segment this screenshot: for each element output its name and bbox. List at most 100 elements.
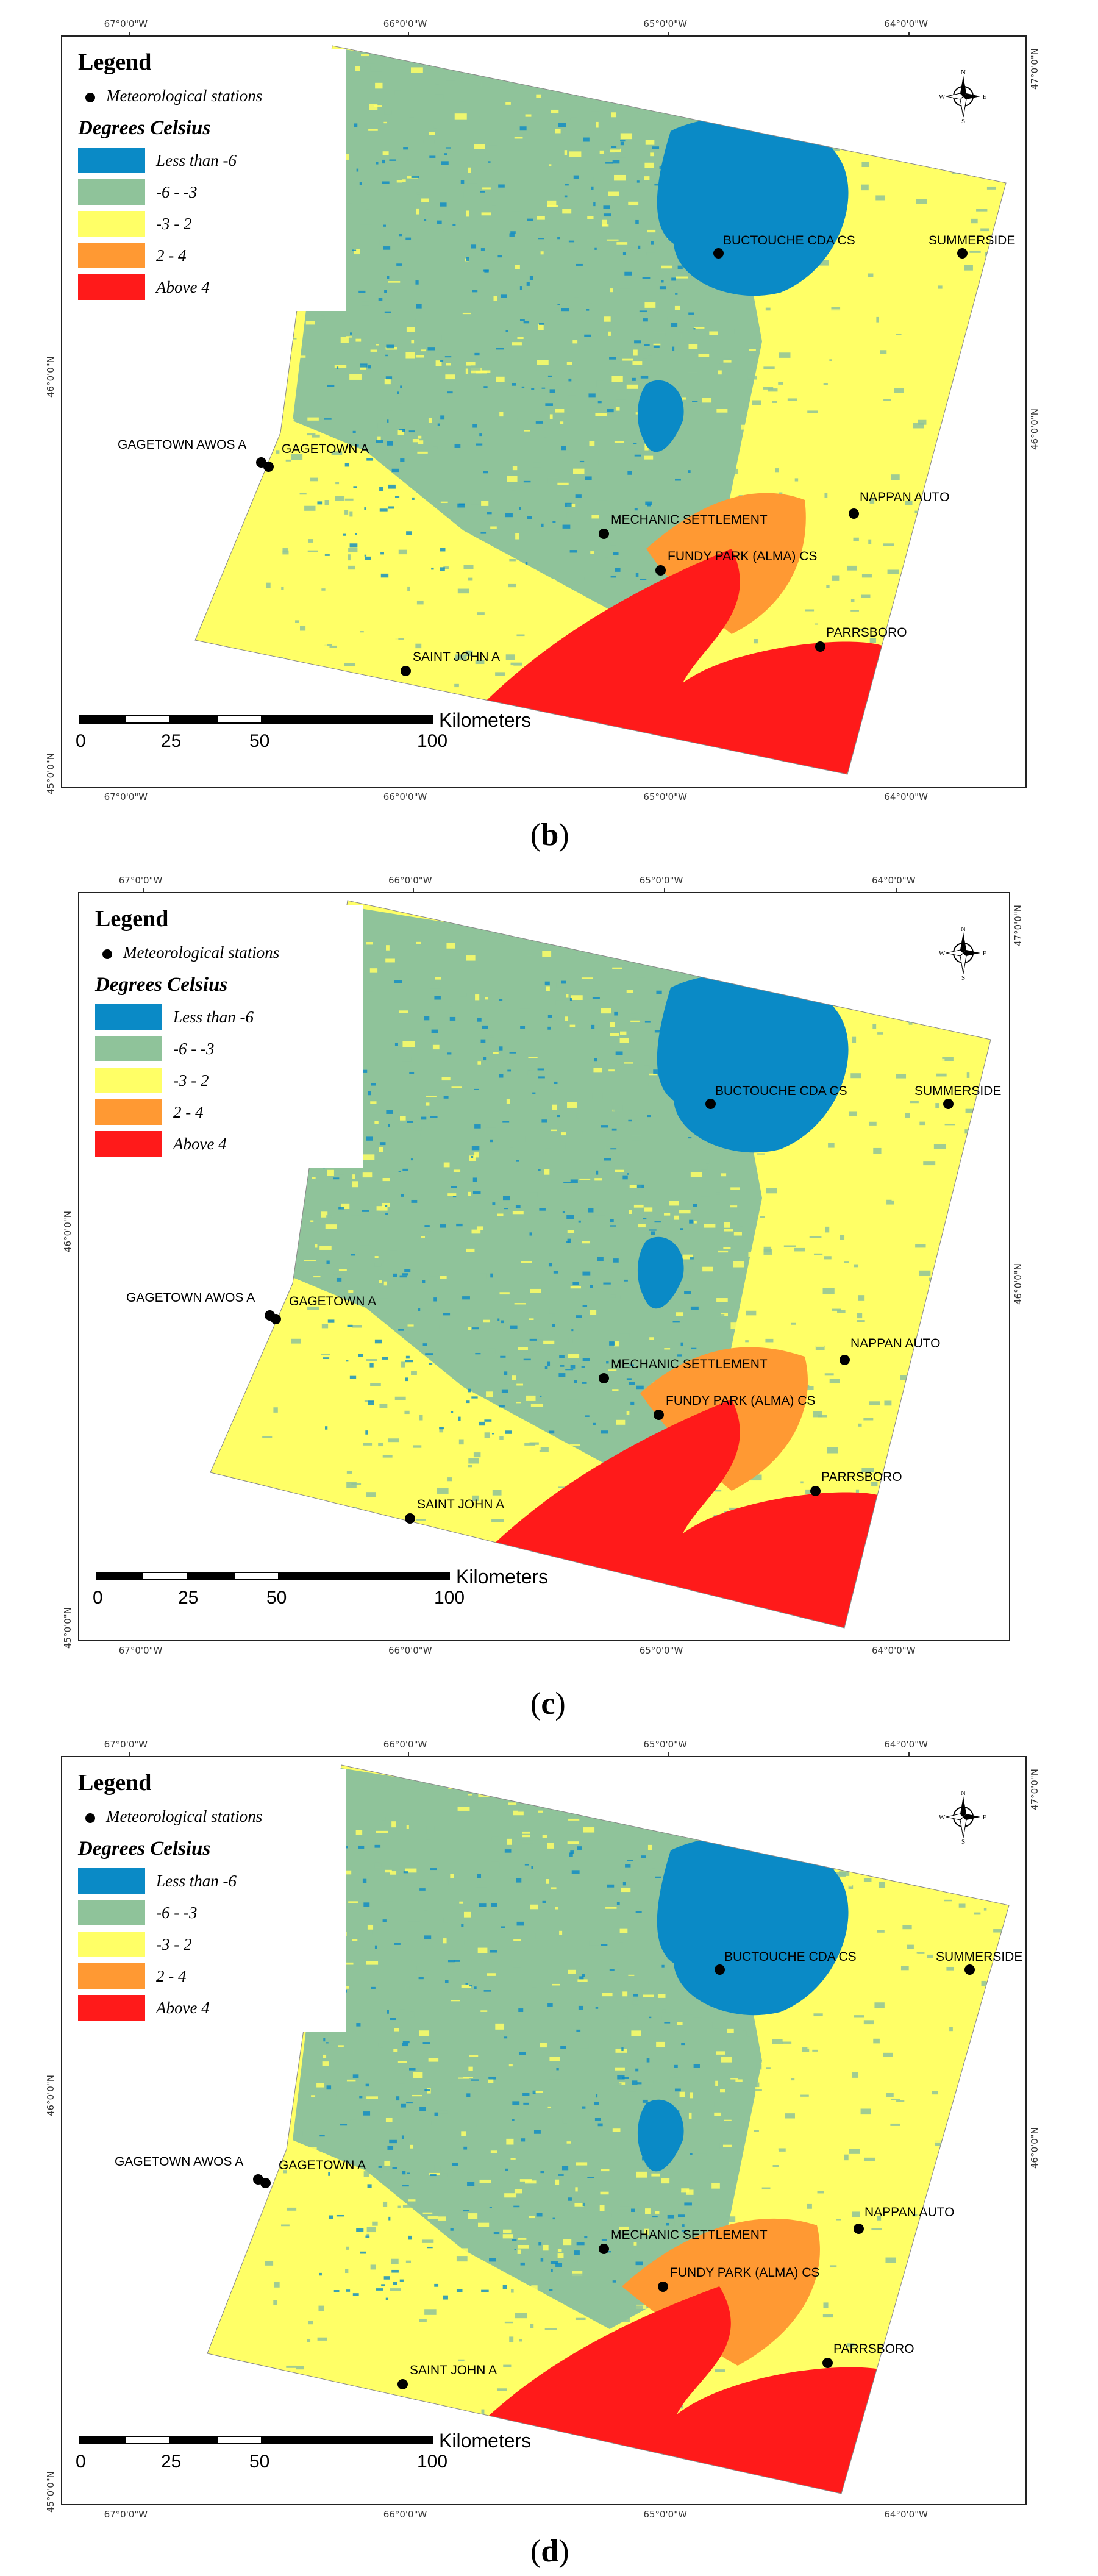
graticule-tick — [128, 32, 130, 35]
legend-degrees-title: Degrees Celsius — [95, 974, 228, 996]
caption-open: ( — [530, 2534, 541, 2569]
compass-letter: E — [983, 93, 987, 101]
station-marker[interactable] — [849, 508, 859, 519]
map-panel: 67°0'0"W 66°0'0"W 65°0'0"W 64°0'0"W 67°0'0"W… — [0, 857, 1098, 1721]
legend-class-label: -3 - 2 — [156, 215, 192, 233]
caption-close: ) — [555, 1686, 566, 1721]
station-marker[interactable] — [957, 248, 968, 259]
legend-stations-label: Meteorological stations — [123, 943, 280, 962]
legend-class-label: -6 - -3 — [173, 1040, 215, 1058]
legend-swatch — [78, 1868, 145, 1894]
legend-title: Legend — [78, 1770, 152, 1796]
compass-letter: E — [983, 1814, 987, 1821]
station-marker[interactable] — [705, 1099, 716, 1109]
station-label: MECHANIC SETTLEMENT — [611, 513, 768, 527]
legend-class-label: 2 - 4 — [156, 246, 187, 265]
station-marker[interactable] — [943, 1099, 954, 1109]
caption-letter: d — [541, 2534, 559, 2569]
legend-class-label: -6 - -3 — [156, 183, 198, 201]
scale-tick-label: 100 — [417, 731, 448, 751]
panel-caption: (c) — [530, 1686, 566, 1722]
station-marker[interactable] — [655, 565, 666, 576]
temperature-raster — [210, 900, 991, 1629]
graticule-tick — [908, 1752, 910, 1756]
scale-segment — [262, 2436, 433, 2444]
scale-segment — [262, 715, 433, 724]
longitude-label-bottom: 64°0'0"W — [884, 2509, 928, 2520]
legend-swatch — [78, 274, 145, 300]
station-marker[interactable] — [599, 1373, 609, 1383]
station-marker[interactable] — [260, 2178, 271, 2188]
legend-swatch — [78, 1995, 145, 2021]
station-label: MECHANIC SETTLEMENT — [611, 2228, 768, 2242]
station-marker[interactable] — [822, 2358, 833, 2368]
longitude-label-top: 64°0'0"W — [884, 1739, 928, 1750]
scale-tick-label: 50 — [249, 2452, 270, 2472]
station-dot-symbol — [102, 949, 112, 959]
station-marker[interactable] — [964, 1964, 975, 1975]
temperature-raster — [207, 1764, 1010, 2494]
scale-segment — [79, 715, 125, 724]
longitude-label-bottom: 65°0'0"W — [639, 1645, 683, 1656]
graticule-tick — [663, 888, 665, 892]
legend-stations-entry: Meteorological stations — [85, 87, 262, 105]
station-marker[interactable] — [401, 666, 411, 676]
compass-letter: E — [983, 950, 987, 957]
station-label: FUNDY PARK (ALMA) CS — [670, 2266, 820, 2280]
north-arrow-icon: N S E W — [939, 926, 987, 980]
station-marker[interactable] — [271, 1314, 281, 1324]
longitude-label-bottom: 64°0'0"W — [884, 791, 928, 802]
station-dot-symbol — [85, 1813, 95, 1823]
legend-title: Legend — [78, 49, 152, 75]
station-label: BUCTOUCHE CDA CS — [724, 1950, 857, 1964]
station-label: SAINT JOHN A — [413, 650, 501, 664]
legend-swatch — [95, 1068, 162, 1093]
longitude-label-top: 67°0'0"W — [104, 1739, 148, 1750]
longitude-label-top: 65°0'0"W — [639, 875, 683, 886]
station-marker[interactable] — [815, 641, 825, 652]
station-marker[interactable] — [840, 1355, 850, 1365]
legend-class-label: Less than -6 — [156, 1872, 237, 1890]
station-marker[interactable] — [599, 529, 609, 539]
station-label: GAGETOWN A — [279, 2158, 366, 2172]
legend-swatch — [95, 1004, 162, 1030]
legend-class-label: Above 4 — [156, 1999, 210, 2017]
station-marker[interactable] — [854, 2224, 864, 2234]
longitude-label-top: 64°0'0"W — [872, 875, 916, 886]
station-marker[interactable] — [397, 2379, 408, 2389]
legend-class-label: Less than -6 — [156, 151, 237, 169]
north-arrow-icon: N S E W — [939, 69, 987, 124]
scale-tick-label: 25 — [178, 1588, 199, 1608]
legend-class-label: Less than -6 — [173, 1008, 254, 1026]
station-label: FUNDY PARK (ALMA) CS — [666, 1394, 816, 1408]
station-label: BUCTOUCHE CDA CS — [723, 234, 855, 248]
scale-unit: Kilometers — [456, 1566, 549, 1588]
scale-tick-label: 100 — [434, 1588, 465, 1608]
caption-open: ( — [530, 1686, 541, 1721]
legend-swatch — [78, 211, 145, 237]
legend-swatch — [95, 1036, 162, 1061]
station-marker[interactable] — [715, 1964, 725, 1975]
station-marker[interactable] — [263, 462, 274, 472]
station-marker[interactable] — [658, 2282, 668, 2292]
station-marker[interactable] — [654, 1410, 664, 1420]
compass-letter: W — [939, 1814, 946, 1821]
station-marker[interactable] — [810, 1486, 821, 1496]
longitude-label-bottom: 67°0'0"W — [104, 2509, 148, 2520]
legend: Legend Meteorological stations Degrees Cel… — [78, 49, 346, 311]
panel-caption: (b) — [530, 817, 569, 853]
scale-tick-label: 0 — [93, 1588, 103, 1608]
station-marker[interactable] — [599, 2244, 609, 2254]
compass-letter: W — [939, 950, 946, 957]
map-panel: 67°0'0"W 66°0'0"W 65°0'0"W 64°0'0"W 67°0'0"W… — [0, 1719, 1098, 2576]
station-marker[interactable] — [713, 248, 724, 259]
scale-segment — [279, 1572, 450, 1580]
longitude-label-bottom: 66°0'0"W — [383, 2509, 427, 2520]
longitude-label-bottom: 67°0'0"W — [104, 791, 148, 802]
scale-unit: Kilometers — [439, 2430, 532, 2452]
scale-segment — [171, 715, 216, 724]
station-label: GAGETOWN A — [289, 1294, 377, 1308]
legend-stations-entry: Meteorological stations — [102, 943, 279, 962]
station-marker[interactable] — [405, 1513, 415, 1524]
graticule-tick — [668, 1752, 669, 1756]
